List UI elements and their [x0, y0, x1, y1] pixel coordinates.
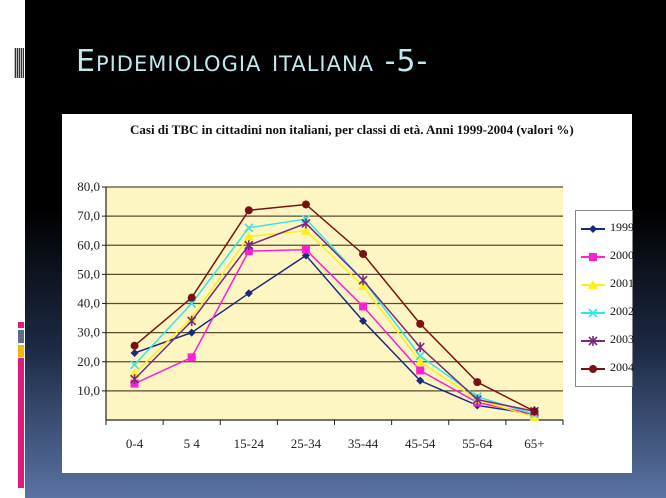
data-point	[415, 356, 426, 366]
legend-label: 1999	[610, 220, 634, 234]
x-tick-label: 45-54	[405, 436, 436, 451]
title-marker-icon	[14, 48, 24, 78]
data-point	[243, 231, 254, 241]
data-point	[187, 293, 196, 302]
legend-item-2001: 2001	[580, 276, 634, 291]
x-tick-label: 35-44	[348, 436, 379, 451]
series-2004	[130, 200, 539, 416]
legend-item-2004: 2004	[580, 360, 634, 375]
y-tick-label: 40,0	[77, 296, 100, 311]
data-point	[301, 245, 310, 254]
legend-swatch-icon	[581, 253, 605, 262]
y-tick-label: 80,0	[77, 179, 100, 194]
y-tick-label: 10,0	[77, 383, 100, 398]
legend-item-2003: 2003	[580, 332, 634, 347]
y-tick-label: 50,0	[77, 266, 100, 281]
chart: Casi di TBC in cittadini non italiani, p…	[62, 114, 634, 473]
accent-bar-pink	[18, 358, 24, 488]
x-tick-label: 5 4	[184, 436, 201, 451]
data-point	[244, 247, 253, 256]
legend-swatch-icon	[581, 365, 605, 374]
accent-bar-yellow	[18, 345, 24, 357]
data-point	[244, 206, 253, 215]
data-point	[301, 218, 311, 229]
legend-label: 2003	[610, 332, 634, 346]
data-point	[187, 328, 196, 337]
data-point	[472, 394, 482, 405]
data-point	[300, 225, 311, 235]
data-point	[129, 360, 140, 370]
data-point	[359, 249, 368, 258]
data-point	[358, 275, 368, 286]
legend-swatch-icon	[581, 308, 605, 318]
x-tick-label: 25-34	[291, 436, 322, 451]
data-point	[358, 281, 369, 291]
accent-bar-pink-top	[18, 322, 24, 328]
legend-label: 2001	[610, 276, 634, 290]
x-tick-label: 0-4	[126, 436, 144, 451]
chart-title: Casi di TBC in cittadini non italiani, p…	[130, 122, 574, 137]
legend-label: 2002	[610, 304, 634, 318]
data-point	[415, 342, 425, 353]
data-point	[473, 378, 482, 387]
legend-item-2000: 2000	[580, 248, 634, 263]
data-point	[244, 223, 254, 233]
data-point	[129, 374, 140, 385]
x-tick-label: 65+	[524, 436, 544, 451]
data-point	[244, 289, 253, 298]
legend-swatch-icon	[581, 280, 605, 290]
y-tick-label: 30,0	[77, 325, 100, 340]
y-tick-label: 20,0	[77, 354, 100, 369]
data-point	[359, 302, 368, 311]
data-point	[416, 366, 425, 375]
data-point	[416, 376, 425, 385]
data-point	[130, 349, 139, 358]
legend-swatch-icon	[581, 336, 605, 347]
legend-swatch-icon	[581, 225, 605, 234]
legend-item-2002: 2002	[580, 304, 634, 319]
data-point	[415, 351, 425, 361]
data-point	[129, 368, 140, 378]
chart-legend: 1999 2000 2001 2002 2003 2004	[575, 210, 634, 387]
legend-label: 2000	[610, 248, 634, 262]
y-tick-label: 60,0	[77, 237, 100, 252]
y-tick-label: 70,0	[77, 208, 100, 223]
slide-title: Epidemiologia italiana -5-	[76, 44, 429, 79]
data-point	[130, 341, 139, 350]
data-point	[529, 412, 540, 422]
data-point	[244, 240, 254, 251]
data-point	[359, 316, 368, 325]
data-point	[187, 315, 197, 326]
legend-label: 2004	[610, 360, 634, 374]
x-tick-label: 55-64	[462, 436, 493, 451]
data-point	[416, 319, 425, 328]
x-tick-label: 15-24	[234, 436, 265, 451]
data-point	[530, 407, 539, 416]
accent-bar-slate	[18, 330, 24, 343]
legend-item-1999: 1999	[580, 220, 634, 235]
chart-plot: 10,0 20,0 30,0 40,0 50,0 60,0 70,0 80,0 0-4 5 4 15…	[77, 179, 564, 451]
data-point	[301, 200, 310, 209]
data-point	[187, 353, 196, 362]
